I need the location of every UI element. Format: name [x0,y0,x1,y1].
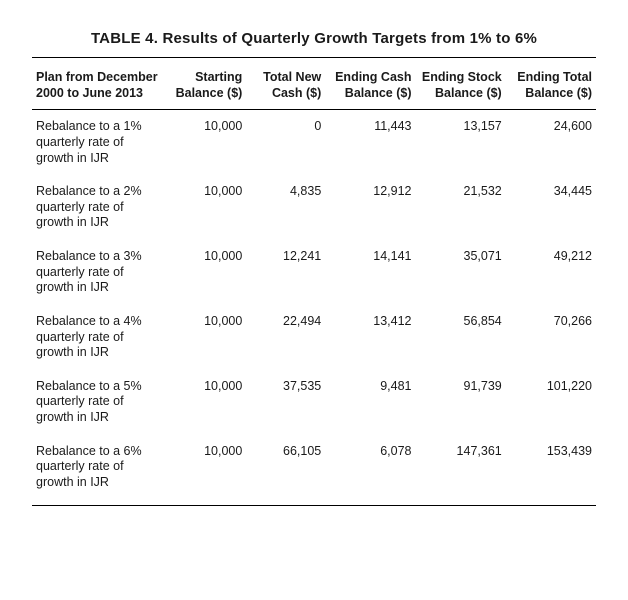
table-row: Rebalance to a 5% quarterly rate of grow… [32,370,596,435]
cell-new-cash: 0 [246,110,325,175]
cell-starting: 10,000 [162,370,247,435]
cell-plan: Rebalance to a 5% quarterly rate of grow… [32,370,162,435]
cell-plan: Rebalance to a 3% quarterly rate of grow… [32,240,162,305]
cell-end-total: 34,445 [506,175,596,240]
col-end-cash: Ending Cash Balance ($) [325,58,415,110]
cell-end-total: 70,266 [506,305,596,370]
table-header-row: Plan from December 2000 to June 2013 Sta… [32,58,596,110]
cell-end-stock: 56,854 [416,305,506,370]
cell-end-cash: 9,481 [325,370,415,435]
table-row: Rebalance to a 6% quarterly rate of grow… [32,435,596,505]
cell-end-stock: 147,361 [416,435,506,505]
cell-end-cash: 12,912 [325,175,415,240]
cell-starting: 10,000 [162,305,247,370]
cell-new-cash: 12,241 [246,240,325,305]
col-end-stock: Ending Stock Balance ($) [416,58,506,110]
table-row: Rebalance to a 1% quarterly rate of grow… [32,110,596,175]
cell-starting: 10,000 [162,175,247,240]
cell-end-stock: 21,532 [416,175,506,240]
col-end-total: Ending Total Balance ($) [506,58,596,110]
cell-end-cash: 11,443 [325,110,415,175]
col-starting: Starting Balance ($) [162,58,247,110]
col-new-cash: Total New Cash ($) [246,58,325,110]
cell-plan: Rebalance to a 1% quarterly rate of grow… [32,110,162,175]
table-title: TABLE 4. Results of Quarterly Growth Tar… [32,24,596,58]
cell-plan: Rebalance to a 6% quarterly rate of grow… [32,435,162,505]
cell-starting: 10,000 [162,240,247,305]
cell-end-stock: 35,071 [416,240,506,305]
table-row: Rebalance to a 3% quarterly rate of grow… [32,240,596,305]
col-plan: Plan from December 2000 to June 2013 [32,58,162,110]
cell-new-cash: 4,835 [246,175,325,240]
cell-end-cash: 14,141 [325,240,415,305]
cell-starting: 10,000 [162,435,247,505]
cell-end-total: 24,600 [506,110,596,175]
cell-new-cash: 22,494 [246,305,325,370]
cell-end-cash: 6,078 [325,435,415,505]
cell-end-stock: 91,739 [416,370,506,435]
cell-end-total: 49,212 [506,240,596,305]
table-row: Rebalance to a 2% quarterly rate of grow… [32,175,596,240]
cell-plan: Rebalance to a 2% quarterly rate of grow… [32,175,162,240]
table-row: Rebalance to a 4% quarterly rate of grow… [32,305,596,370]
cell-end-total: 101,220 [506,370,596,435]
table-body: Rebalance to a 1% quarterly rate of grow… [32,110,596,505]
cell-new-cash: 66,105 [246,435,325,505]
cell-end-stock: 13,157 [416,110,506,175]
cell-plan: Rebalance to a 4% quarterly rate of grow… [32,305,162,370]
cell-end-total: 153,439 [506,435,596,505]
growth-targets-table: Plan from December 2000 to June 2013 Sta… [32,58,596,506]
cell-end-cash: 13,412 [325,305,415,370]
cell-new-cash: 37,535 [246,370,325,435]
cell-starting: 10,000 [162,110,247,175]
